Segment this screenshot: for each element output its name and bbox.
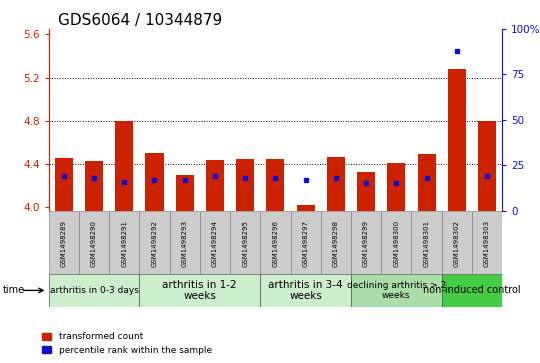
Text: GSM1498301: GSM1498301 bbox=[423, 220, 430, 267]
Text: arthritis in 0-3 days: arthritis in 0-3 days bbox=[50, 286, 138, 295]
Bar bbox=[478, 121, 496, 211]
Text: GSM1498292: GSM1498292 bbox=[151, 220, 158, 267]
Legend: transformed count, percentile rank within the sample: transformed count, percentile rank withi… bbox=[42, 333, 212, 355]
Text: GSM1498291: GSM1498291 bbox=[121, 220, 127, 267]
Bar bbox=[442, 211, 472, 274]
Bar bbox=[291, 211, 321, 274]
Bar bbox=[139, 274, 260, 307]
Bar bbox=[109, 211, 139, 274]
Bar bbox=[85, 161, 103, 211]
Bar bbox=[260, 274, 351, 307]
Bar bbox=[357, 172, 375, 211]
Bar bbox=[417, 154, 436, 211]
Text: GSM1498295: GSM1498295 bbox=[242, 220, 248, 267]
Bar bbox=[206, 160, 224, 211]
Bar bbox=[260, 211, 291, 274]
Bar bbox=[139, 211, 170, 274]
Bar bbox=[49, 211, 79, 274]
Text: arthritis in 3-4
weeks: arthritis in 3-4 weeks bbox=[268, 280, 343, 301]
Text: GSM1498300: GSM1498300 bbox=[393, 220, 400, 267]
Text: GSM1498299: GSM1498299 bbox=[363, 220, 369, 267]
Bar bbox=[411, 211, 442, 274]
Bar bbox=[49, 274, 139, 307]
Bar bbox=[236, 159, 254, 211]
Text: GSM1498293: GSM1498293 bbox=[181, 220, 188, 267]
Bar bbox=[176, 175, 194, 211]
Text: GSM1498297: GSM1498297 bbox=[302, 220, 309, 267]
Bar bbox=[387, 163, 406, 211]
Bar bbox=[442, 274, 502, 307]
Text: GSM1498298: GSM1498298 bbox=[333, 220, 339, 267]
Bar bbox=[266, 159, 285, 211]
Text: GDS6064 / 10344879: GDS6064 / 10344879 bbox=[58, 13, 222, 28]
Bar bbox=[145, 153, 164, 211]
Text: GSM1498289: GSM1498289 bbox=[60, 220, 67, 267]
Bar bbox=[79, 211, 109, 274]
Bar bbox=[200, 211, 230, 274]
Bar bbox=[472, 211, 502, 274]
Text: GSM1498294: GSM1498294 bbox=[212, 220, 218, 267]
Bar bbox=[351, 211, 381, 274]
Text: time: time bbox=[3, 285, 25, 295]
Bar bbox=[351, 274, 442, 307]
Text: non-induced control: non-induced control bbox=[423, 285, 521, 295]
Text: declining arthritis > 2
weeks: declining arthritis > 2 weeks bbox=[347, 281, 446, 300]
Text: arthritis in 1-2
weeks: arthritis in 1-2 weeks bbox=[163, 280, 237, 301]
Bar bbox=[296, 205, 315, 211]
Bar bbox=[381, 211, 411, 274]
Bar bbox=[230, 211, 260, 274]
Bar bbox=[170, 211, 200, 274]
Bar bbox=[321, 211, 351, 274]
Text: GSM1498303: GSM1498303 bbox=[484, 220, 490, 267]
Bar bbox=[115, 121, 133, 211]
Bar bbox=[327, 156, 345, 211]
Bar bbox=[55, 158, 73, 211]
Text: GSM1498296: GSM1498296 bbox=[272, 220, 279, 267]
Text: GSM1498302: GSM1498302 bbox=[454, 220, 460, 267]
Text: GSM1498290: GSM1498290 bbox=[91, 220, 97, 267]
Bar bbox=[448, 69, 466, 211]
